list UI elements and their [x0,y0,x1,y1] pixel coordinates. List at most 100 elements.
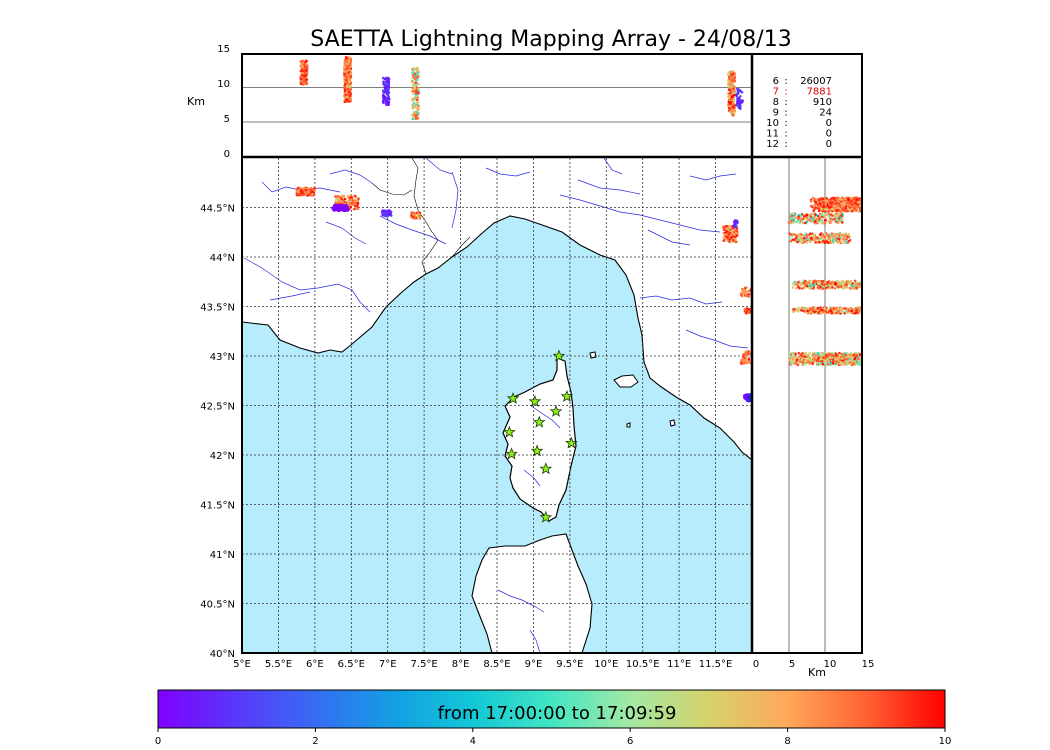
lightning-source-point [765,86,768,89]
lightning-source-point [828,206,831,209]
lightning-source-point [764,64,767,67]
lightning-source-point [827,210,830,213]
lightning-source-point [765,88,768,91]
lightning-source-point [765,81,768,84]
lightning-source-point [768,75,771,78]
lightning-source-point [739,107,742,110]
lightning-source-point [767,104,770,107]
lightning-source-point [764,57,767,60]
lightning-source-point [837,202,840,205]
lightning-source-point [727,88,731,92]
lightning-source-point [802,236,806,240]
lightning-source-point [765,73,768,76]
lightning-source-point [767,60,770,63]
lightning-source-point [769,107,772,110]
lightning-source-point [769,56,772,59]
lightning-source-point [356,204,359,207]
lightning-source-point [769,108,772,111]
lightning-source-point [847,233,850,236]
lightning-source-point [859,352,861,356]
lightning-source-point [339,207,344,212]
lightning-source-point [841,216,844,220]
stats-source-count: 0 [826,139,832,150]
lightning-source-point [302,186,305,190]
lightning-source-point [825,233,829,237]
lightning-source-point [764,95,767,98]
map-xtick-label: 7°E [379,659,397,670]
lightning-source-point [383,96,387,100]
lightning-source-point [795,286,798,290]
lightning-source-point [732,91,735,94]
lightning-source-point [765,114,768,117]
lightning-source-point [764,87,767,90]
lightning-source-point [732,112,736,115]
station-star-icon [539,462,553,475]
lightning-source-point [768,62,771,64]
lightning-source-point [382,91,386,95]
lightning-source-point [821,287,825,290]
lightning-source-point [768,58,771,61]
lightning-source-point [806,282,809,285]
lightning-source-point [768,78,771,81]
lightning-source-point [300,68,303,72]
lightning-source-point [789,239,793,243]
lightning-source-point [843,286,846,290]
lightning-source-point [766,61,769,64]
lightning-source-point [731,101,735,105]
lightning-source-point [835,212,838,215]
lightning-source-point [766,64,769,67]
lightning-source-point [824,286,828,290]
lightning-source-point [835,215,838,219]
lightning-source-point [826,358,829,361]
lightning-source-point [299,65,302,68]
lightning-source-point [824,212,827,215]
lightning-source-point [796,281,800,284]
lightning-source-point [411,80,414,83]
lightning-source-point [826,281,829,284]
lightning-source-point [299,82,303,86]
lightning-source-point [769,110,772,113]
lightning-source-point [849,355,853,359]
lightning-source-point [801,351,804,355]
top-ytick-label: 15 [217,44,230,55]
lightning-source-point [765,67,768,70]
lightning-source-point [730,70,734,74]
station-star-icon [505,447,518,460]
lightning-source-point [828,355,832,358]
lightning-source-point [765,80,768,83]
lightning-source-point [853,357,856,361]
lightning-source-point [385,214,389,218]
lightning-source-point [336,195,339,198]
lightning-source-point [768,113,771,116]
lightning-source-point [842,233,845,236]
lightning-source-point [765,106,768,109]
lightning-source-point [345,207,349,212]
lightning-source-point [809,200,813,203]
lightning-source-point [416,101,419,105]
lightning-source-point [344,70,347,73]
lightning-source-point [767,58,770,61]
lightning-source-point [726,228,730,231]
lightning-source-point [847,309,851,312]
lightning-source-point [818,233,822,237]
lightning-source-point [766,108,769,111]
lightning-source-point [821,221,824,225]
lightning-source-point [768,107,771,110]
lightning-source-point [770,66,773,69]
lightning-source-point [767,113,770,116]
lightning-source-point [830,199,833,203]
lightning-source-point [301,65,304,68]
lightning-source-point [347,79,350,82]
lightning-source-point [414,81,418,85]
lightning-source-point [793,362,796,365]
lightning-source-point [768,65,771,68]
map-ytick-label: 42.5°N [200,402,235,413]
lightning-source-point [766,75,769,78]
lightning-source-point [764,79,767,82]
lightning-source-point [829,284,832,288]
lightning-source-point [734,239,737,242]
lightning-source-point [769,76,772,79]
lightning-source-point [728,101,731,104]
lightning-source-point [768,76,771,79]
lightning-source-point [855,362,858,366]
